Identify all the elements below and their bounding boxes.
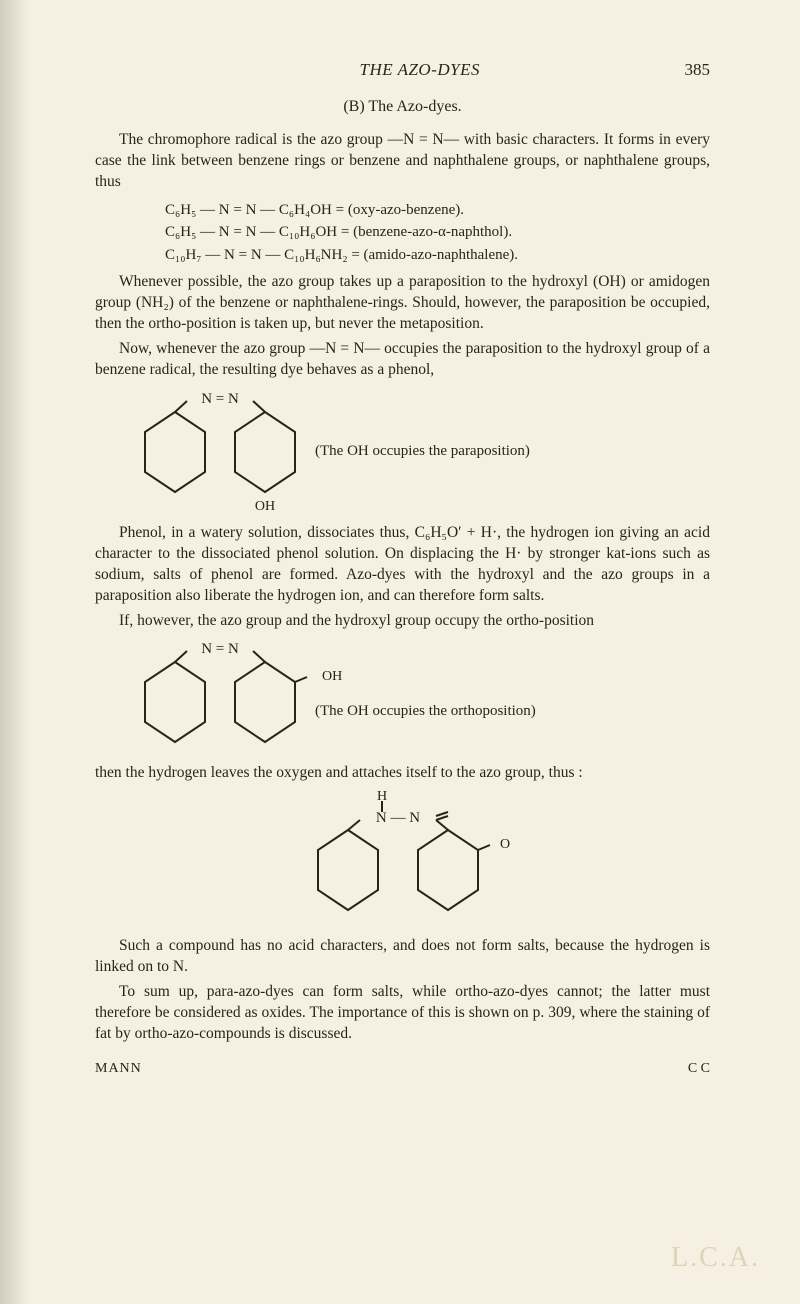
bridge-label-2: N = N [201,641,239,657]
page-number: 385 [685,60,711,80]
diagram-caption-1: (The OH occupies the paraposition) [315,443,530,459]
paragraph-2: Whenever possible, the azo group takes u… [95,272,710,335]
formula-line-3: C₁₀H₇ — N = N — C₁₀H₆NH₂ = (amido-azo-na… [165,244,710,267]
diagram-paraposition: N = N OH (The OH occupies the parapositi… [125,387,595,517]
corner-watermark: L.C.A. [671,1242,760,1274]
paragraph-1: The chromophore radical is the azo group… [95,130,710,193]
paragraph-6: then the hydrogen leaves the oxygen and … [95,763,710,784]
formula-line-1: C₆H₅ — N = N — C₆H₄OH = (oxy-azo-benzene… [165,199,710,222]
paragraph-8: To sum up, para-azo-dyes can form salts,… [95,982,710,1045]
formula-line-2: C₆H₅ — N = N — C₁₀H₆OH = (benzene-azo-α-… [165,221,710,244]
o-label: O [500,837,510,852]
paragraph-7: Such a compound has no acid characters, … [95,936,710,978]
bridge-label-1: N = N [201,391,239,407]
running-title: THE AZO-DYES [155,60,685,80]
bridge-label-3: N — N [375,810,419,826]
diagram-orthoposition: N = N OH (The OH occupies the orthoposit… [125,637,595,757]
diagram-caption-2: (The OH occupies the orthoposition) [315,703,536,719]
h-label: H [376,790,386,804]
formula-block-1: C₆H₅ — N = N — C₆H₄OH = (oxy-azo-benzene… [165,199,710,267]
oh-label-1: OH [255,499,275,514]
footer-right: C C [688,1061,710,1077]
footer-left: MANN [95,1061,142,1077]
paragraph-3: Now, whenever the azo group —N = N— occu… [95,339,710,381]
paragraph-4: Phenol, in a watery solution, dissociate… [95,523,710,607]
diagram-hydrogen-shift: H N — N O [288,790,518,930]
oh-label-2: OH [322,669,342,684]
section-title: (B) The Azo-dyes. [95,98,710,116]
paragraph-5: If, however, the azo group and the hydro… [95,611,710,632]
